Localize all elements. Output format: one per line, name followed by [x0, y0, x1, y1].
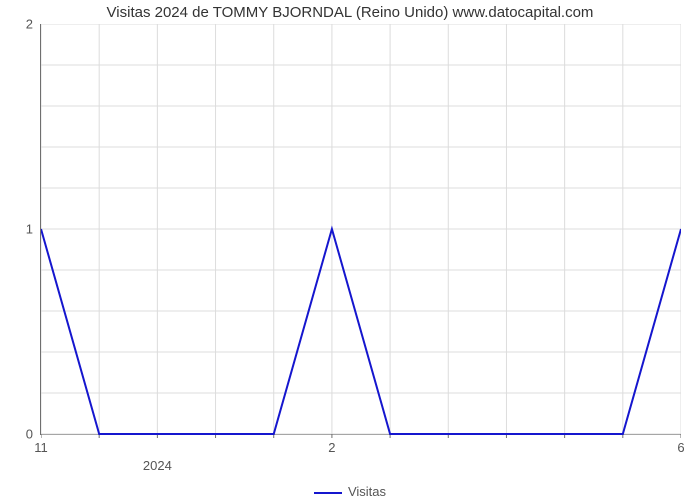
y-tick-label: 1	[26, 222, 33, 237]
chart-container: Visitas 2024 de TOMMY BJORNDAL (Reino Un…	[0, 0, 700, 500]
x-tick-label: 11	[34, 440, 48, 455]
x-tick-label: 2	[328, 440, 335, 455]
chart-svg	[41, 24, 681, 440]
series-line	[41, 229, 681, 434]
x-tick-secondary-label: 2024	[143, 458, 172, 473]
plot-area: 01211262024	[40, 24, 681, 435]
y-tick-label: 2	[26, 17, 33, 32]
legend-label: Visitas	[348, 484, 386, 499]
legend: Visitas	[0, 484, 700, 499]
y-tick-label: 0	[26, 427, 33, 442]
chart-title: Visitas 2024 de TOMMY BJORNDAL (Reino Un…	[0, 4, 700, 21]
x-tick-label: 6	[677, 440, 684, 455]
legend-swatch	[314, 492, 342, 494]
